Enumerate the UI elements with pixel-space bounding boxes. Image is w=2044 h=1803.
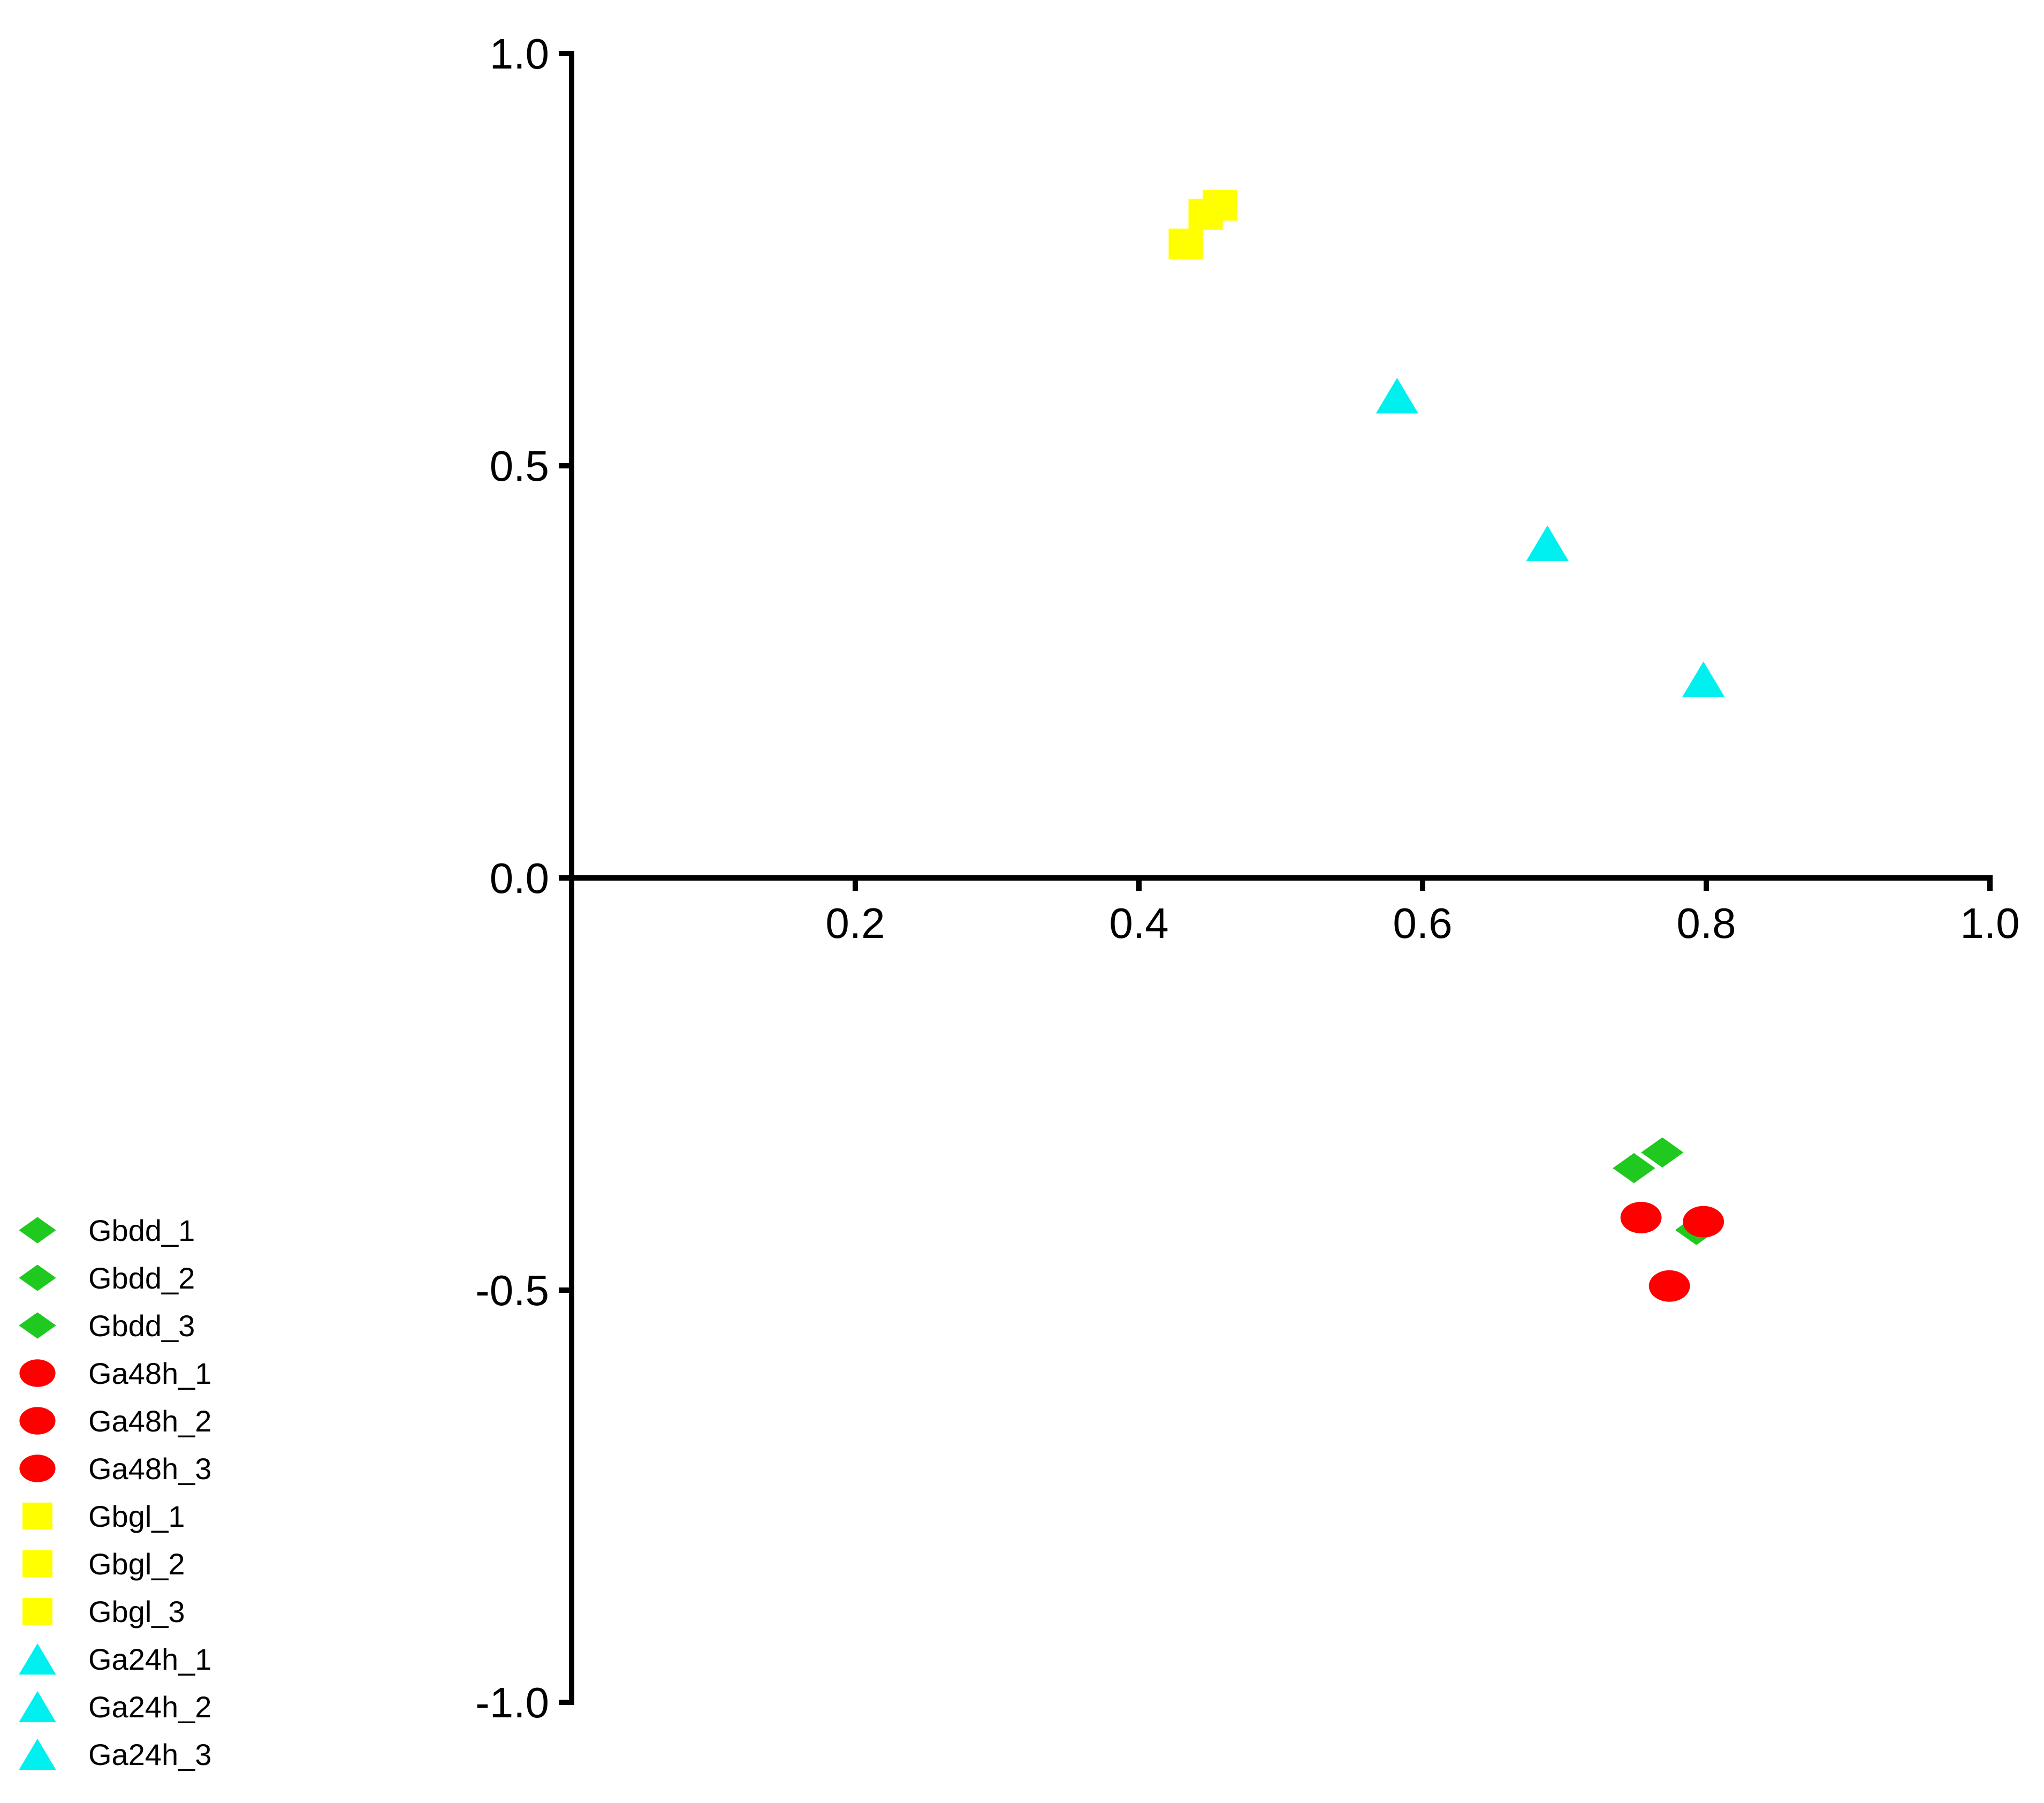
legend-marker [19,1407,56,1435]
data-point-ga48h-1 [1620,1202,1662,1233]
legend-label: Gbgl_2 [88,1547,185,1581]
y-tick-label: 0.0 [490,854,549,902]
legend-marker [19,1454,56,1482]
legend-marker [22,1550,52,1578]
data-point-ga24h-2 [1526,525,1569,562]
data-point-ga24h-1 [1376,377,1418,414]
x-tick-label: 1.0 [1960,899,2019,947]
legend-label: Ga24h_3 [88,1738,211,1771]
axes: 1.0 0.5 0.0 -0.5 -1.0 0.2 0.4 0.6 0.8 1.0 [475,30,2019,1726]
y-tick-label: 0.5 [490,442,549,490]
y-tick-label: 1.0 [490,30,549,78]
data-point-ga48h-3 [1648,1270,1690,1302]
legend: Gbdd_1 Gbdd_2 Gbdd_3 Ga48h_1 Ga48h_2 Ga48h_3 G… [19,1214,211,1771]
legend-label: Ga48h_1 [88,1357,211,1390]
data-point-ga48h-2 [1683,1206,1724,1238]
y-tick-label: -1.0 [475,1679,549,1726]
legend-marker [22,1502,52,1530]
legend-label: Gbdd_3 [88,1309,195,1343]
legend-marker [19,1264,56,1291]
x-tick-label: 0.2 [825,899,885,947]
legend-label: Gbgl_1 [88,1499,185,1533]
data-point-gbdd-2 [1641,1137,1684,1168]
legend-marker [19,1738,56,1770]
x-tick-label: 0.6 [1393,899,1452,947]
legend-label: Ga24h_1 [88,1642,211,1676]
legend-label: Gbgl_3 [88,1595,185,1628]
data-point-gbgl-1 [1168,228,1203,260]
x-tick-label: 0.8 [1676,899,1736,947]
legend-marker [19,1691,56,1723]
data-points [1168,190,1725,1302]
legend-marker [19,1217,56,1244]
data-point-gbdd-1 [1613,1153,1655,1184]
legend-marker [19,1312,56,1339]
x-tick-label: 0.4 [1109,899,1168,947]
data-point-gbgl-3 [1203,190,1237,221]
legend-label: Ga48h_3 [88,1452,211,1486]
legend-marker [22,1597,52,1625]
y-tick-label: -0.5 [475,1267,549,1314]
data-point-ga24h-3 [1682,661,1725,698]
legend-marker [19,1643,56,1675]
legend-label: Ga48h_2 [88,1404,211,1438]
legend-marker [19,1359,56,1387]
legend-label: Gbdd_1 [88,1214,195,1247]
legend-label: Ga24h_2 [88,1690,211,1724]
legend-label: Gbdd_2 [88,1261,195,1295]
